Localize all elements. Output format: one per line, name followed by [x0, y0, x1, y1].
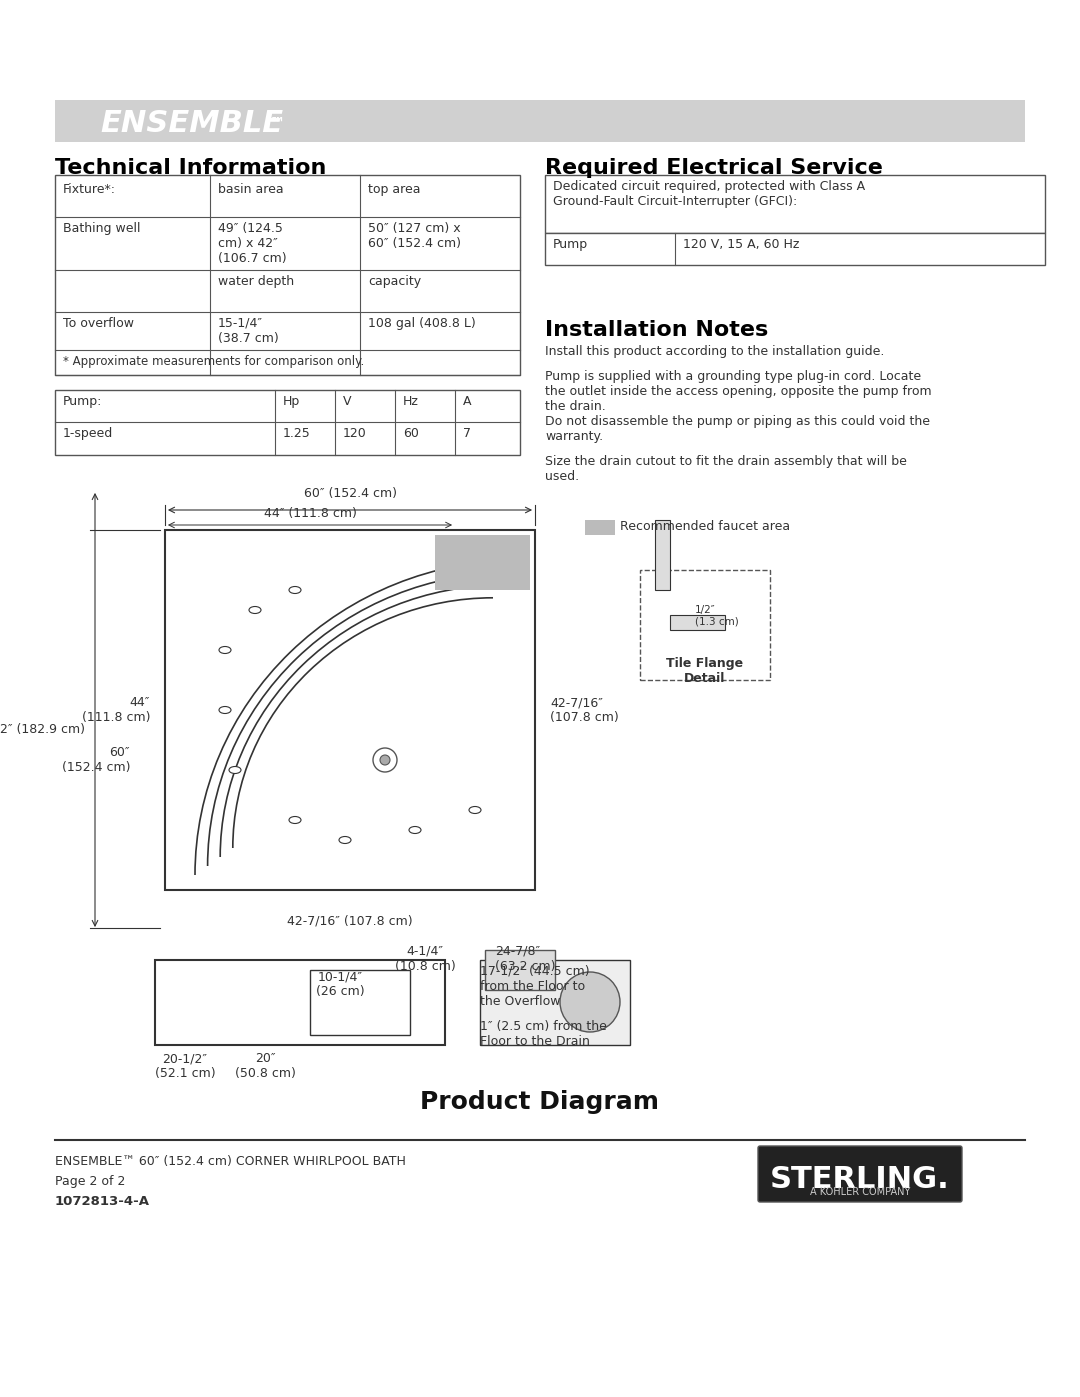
Text: Size the drain cutout to fit the drain assembly that will be
used.: Size the drain cutout to fit the drain a…: [545, 455, 907, 483]
Bar: [480, 960, 630, 1045]
Bar: [156, 960, 445, 1045]
Text: 120 V, 15 A, 60 Hz: 120 V, 15 A, 60 Hz: [683, 237, 799, 251]
Text: Recommended faucet area: Recommended faucet area: [620, 521, 791, 534]
Text: Install this product according to the installation guide.: Install this product according to the in…: [545, 345, 885, 358]
Text: 50″ (127 cm) x
60″ (152.4 cm): 50″ (127 cm) x 60″ (152.4 cm): [368, 222, 461, 250]
Text: 1″ (2.5 cm) from the: 1″ (2.5 cm) from the: [480, 1020, 607, 1032]
Bar: [55, 175, 519, 374]
Text: Tile Flange
Detail: Tile Flange Detail: [666, 657, 743, 685]
Text: Pump:: Pump:: [63, 395, 103, 408]
Ellipse shape: [229, 767, 241, 774]
Text: 44″
(111.8 cm): 44″ (111.8 cm): [81, 696, 150, 724]
Bar: [545, 175, 1045, 233]
Text: 1-speed: 1-speed: [63, 427, 113, 440]
Text: 42-7/16″ (107.8 cm): 42-7/16″ (107.8 cm): [287, 915, 413, 928]
Bar: [670, 615, 725, 630]
Bar: [165, 529, 535, 890]
Circle shape: [380, 754, 390, 766]
Bar: [545, 233, 1045, 265]
Text: ENSEMBLE: ENSEMBLE: [100, 109, 283, 137]
Bar: [640, 570, 770, 680]
Text: To overflow: To overflow: [63, 317, 134, 330]
Text: ENSEMBLE™ 60″ (152.4 cm) CORNER WHIRLPOOL BATH: ENSEMBLE™ 60″ (152.4 cm) CORNER WHIRLPOO…: [55, 1155, 406, 1168]
Text: (52.1 cm): (52.1 cm): [154, 1067, 215, 1080]
Text: 72″ (182.9 cm): 72″ (182.9 cm): [0, 722, 85, 735]
Ellipse shape: [339, 837, 351, 844]
Text: (50.8 cm): (50.8 cm): [234, 1067, 296, 1080]
Circle shape: [373, 747, 397, 773]
Text: water depth: water depth: [218, 275, 294, 288]
Ellipse shape: [289, 587, 301, 594]
Text: 49″ (124.5
cm) x 42″
(106.7 cm): 49″ (124.5 cm) x 42″ (106.7 cm): [218, 222, 286, 265]
Text: 1/2″
(1.3 cm): 1/2″ (1.3 cm): [696, 605, 739, 627]
Ellipse shape: [469, 806, 481, 813]
Bar: [55, 390, 519, 455]
Text: Pump: Pump: [553, 237, 589, 251]
Bar: [585, 520, 615, 535]
Ellipse shape: [249, 606, 261, 613]
Text: Hp: Hp: [283, 395, 300, 408]
Text: Technical Information: Technical Information: [55, 158, 326, 177]
Text: Bathing well: Bathing well: [63, 222, 140, 235]
Text: the Overflow: the Overflow: [480, 995, 561, 1009]
Text: from the Floor to: from the Floor to: [480, 981, 585, 993]
Text: 1072813-4-A: 1072813-4-A: [55, 1194, 150, 1208]
Ellipse shape: [219, 707, 231, 714]
Text: A KOHLER COMPANY: A KOHLER COMPANY: [810, 1187, 910, 1197]
Text: 10-1/4″
(26 cm): 10-1/4″ (26 cm): [315, 970, 364, 997]
Ellipse shape: [289, 816, 301, 823]
Text: 20-1/2″: 20-1/2″: [162, 1052, 207, 1065]
Text: A: A: [463, 395, 472, 408]
Text: Dedicated circuit required, protected with Class A
Ground-Fault Circuit-Interrup: Dedicated circuit required, protected wi…: [553, 180, 865, 208]
Text: Required Electrical Service: Required Electrical Service: [545, 158, 882, 177]
Text: 60″ (152.4 cm): 60″ (152.4 cm): [303, 488, 396, 500]
Text: 20″: 20″: [255, 1052, 275, 1065]
Text: Page 2 of 2: Page 2 of 2: [55, 1175, 125, 1187]
Text: Fixture*:: Fixture*:: [63, 183, 116, 196]
Bar: [654, 520, 670, 590]
Text: 15-1/4″
(38.7 cm): 15-1/4″ (38.7 cm): [218, 317, 279, 345]
Text: 44″ (111.8 cm): 44″ (111.8 cm): [264, 507, 356, 520]
Text: STERLING.: STERLING.: [770, 1165, 950, 1193]
Text: ™: ™: [270, 116, 285, 130]
Text: Hz: Hz: [403, 395, 419, 408]
Text: 120: 120: [343, 427, 367, 440]
FancyBboxPatch shape: [758, 1146, 962, 1201]
Text: 24-7/8″
(63.2 cm): 24-7/8″ (63.2 cm): [495, 944, 555, 972]
Text: Floor to the Drain: Floor to the Drain: [480, 1035, 590, 1048]
Bar: [435, 535, 530, 590]
Bar: [310, 970, 410, 1035]
Bar: [485, 950, 555, 990]
Text: Product Diagram: Product Diagram: [420, 1090, 660, 1113]
Ellipse shape: [409, 827, 421, 834]
Text: Pump is supplied with a grounding type plug-in cord. Locate
the outlet inside th: Pump is supplied with a grounding type p…: [545, 370, 932, 414]
Bar: [55, 101, 1025, 142]
Text: top area: top area: [368, 183, 420, 196]
Text: 42-7/16″
(107.8 cm): 42-7/16″ (107.8 cm): [550, 696, 619, 724]
Text: 4-1/4″
(10.8 cm): 4-1/4″ (10.8 cm): [394, 944, 456, 972]
Text: 60: 60: [403, 427, 419, 440]
Text: Installation Notes: Installation Notes: [545, 320, 768, 339]
Text: 108 gal (408.8 L): 108 gal (408.8 L): [368, 317, 476, 330]
Text: basin area: basin area: [218, 183, 284, 196]
Text: capacity: capacity: [368, 275, 421, 288]
Text: V: V: [343, 395, 351, 408]
Text: Do not disassemble the pump or piping as this could void the
warranty.: Do not disassemble the pump or piping as…: [545, 415, 930, 443]
Text: 7: 7: [463, 427, 471, 440]
Circle shape: [561, 972, 620, 1032]
Text: * Approximate measurements for comparison only.: * Approximate measurements for compariso…: [63, 355, 364, 367]
Text: 1.25: 1.25: [283, 427, 311, 440]
Text: 17-1/2″ (44.5 cm): 17-1/2″ (44.5 cm): [480, 965, 590, 978]
Text: 60″
(152.4 cm): 60″ (152.4 cm): [62, 746, 130, 774]
Ellipse shape: [219, 647, 231, 654]
